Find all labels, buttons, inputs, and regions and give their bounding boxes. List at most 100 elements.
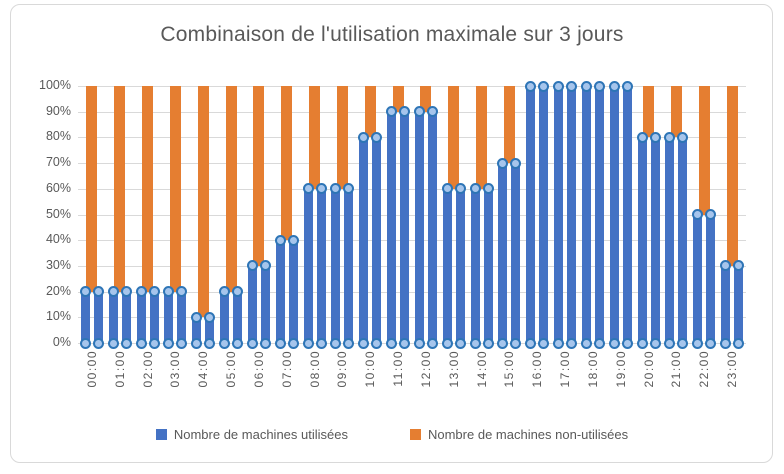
bar-used	[442, 188, 452, 343]
marker-dot	[259, 260, 271, 272]
marker-dot	[274, 234, 286, 246]
y-axis-label: 20%	[45, 283, 71, 298]
marker-dot	[664, 131, 676, 143]
bar-used	[177, 291, 187, 343]
y-axis-label: 50%	[45, 206, 71, 221]
marker-dot	[720, 337, 732, 349]
bar-used	[594, 86, 604, 343]
marker-dot	[120, 286, 132, 298]
x-axis-label: 04:00	[196, 350, 211, 388]
bar-used	[706, 214, 716, 343]
x-axis-label: 10:00	[363, 350, 378, 388]
y-axis-label: 30%	[45, 257, 71, 272]
marker-dot	[426, 106, 438, 118]
marker-dot	[733, 337, 745, 349]
marker-dot	[692, 337, 704, 349]
marker-dot	[497, 157, 509, 169]
x-axis-label: 16:00	[530, 350, 545, 388]
bar-used	[260, 265, 270, 343]
bar-unused	[114, 86, 126, 292]
x-axis-label: 07:00	[279, 350, 294, 388]
legend-swatch-used-icon	[155, 429, 167, 440]
marker-dot	[191, 337, 203, 349]
marker-dot	[482, 337, 494, 349]
bar-used	[526, 86, 536, 343]
bar-used	[192, 317, 202, 343]
marker-dot	[386, 337, 398, 349]
marker-dot	[441, 337, 453, 349]
bar-used	[372, 137, 382, 343]
bar-used	[622, 86, 632, 343]
bar-used	[359, 137, 369, 343]
marker-dot	[664, 337, 676, 349]
bar-unused	[726, 86, 738, 266]
bar-used	[247, 265, 257, 343]
marker-dot	[608, 80, 620, 92]
marker-dot	[677, 337, 689, 349]
bar-used	[650, 137, 660, 343]
x-axis-label: 13:00	[446, 350, 461, 388]
marker-dot	[259, 337, 271, 349]
legend-swatch-unused-icon	[409, 429, 421, 440]
marker-dot	[246, 337, 258, 349]
marker-dot	[163, 337, 175, 349]
x-axis-label: 09:00	[335, 350, 350, 388]
y-axis-label: 40%	[45, 232, 71, 247]
marker-dot	[692, 209, 704, 220]
bar-used	[665, 137, 675, 343]
bar-used	[205, 317, 215, 343]
marker-dot	[246, 260, 258, 272]
marker-dot	[482, 183, 494, 195]
bar-unused	[169, 86, 181, 292]
bar-used	[637, 137, 647, 343]
bar-used	[567, 86, 577, 343]
bar-used	[455, 188, 465, 343]
marker-dot	[204, 311, 216, 323]
marker-dot	[330, 183, 342, 195]
bar-used	[164, 291, 174, 343]
marker-dot	[553, 80, 565, 92]
x-axis-label: 11:00	[391, 350, 406, 387]
bar-unused	[281, 86, 293, 241]
marker-dot	[608, 337, 620, 349]
marker-dot	[371, 337, 383, 349]
marker-dot	[538, 337, 550, 349]
legend: Nombre de machines utilisées Nombre de m…	[0, 427, 784, 442]
marker-dot	[426, 337, 438, 349]
bar-used	[233, 291, 243, 343]
marker-dot	[135, 286, 147, 298]
marker-dot	[302, 337, 314, 349]
marker-dot	[386, 106, 398, 118]
bar-used	[80, 291, 90, 343]
bar-used	[511, 163, 521, 343]
bar-used	[93, 291, 103, 343]
x-axis-label: 18:00	[585, 350, 600, 388]
bar-used	[387, 111, 397, 343]
x-axis-label: 02:00	[140, 350, 155, 388]
y-axis-label: 70%	[45, 155, 71, 170]
bar-unused	[503, 86, 515, 164]
marker-dot	[593, 337, 605, 349]
x-axis-label: 20:00	[641, 350, 656, 388]
marker-dot	[469, 183, 481, 195]
gridline	[78, 291, 746, 293]
bar-used	[108, 291, 118, 343]
marker-dot	[315, 183, 327, 195]
marker-dot	[92, 337, 104, 349]
bar-used	[316, 188, 326, 343]
x-axis-label: 17:00	[558, 350, 573, 388]
gridline	[78, 163, 746, 165]
bar-used	[470, 188, 480, 343]
bar-used	[220, 291, 230, 343]
marker-dot	[413, 337, 425, 349]
gridline	[78, 240, 746, 242]
x-axis-label: 00:00	[84, 350, 99, 388]
marker-dot	[441, 183, 453, 195]
marker-dot	[358, 131, 370, 143]
marker-dot	[148, 286, 160, 298]
gridline	[78, 86, 746, 87]
marker-dot	[274, 337, 286, 349]
bar-used	[539, 86, 549, 343]
bar-used	[678, 137, 688, 343]
gridline	[78, 343, 746, 344]
